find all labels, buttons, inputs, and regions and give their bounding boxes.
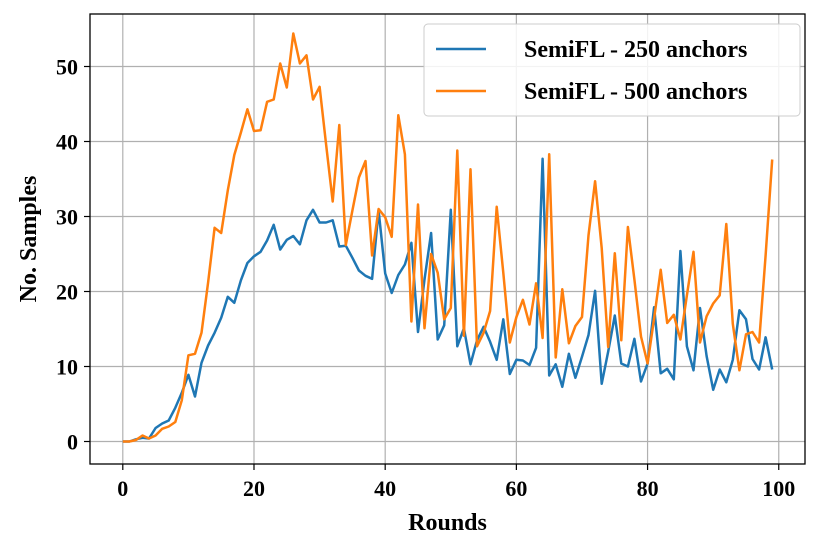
legend: SemiFL - 250 anchors SemiFL - 500 anchor… bbox=[423, 23, 801, 117]
ticks: 0 20 40 60 80 100 0 10 20 30 40 50 bbox=[56, 55, 795, 502]
legend-label-series-1: SemiFL - 250 anchors bbox=[524, 37, 747, 63]
y-tick-label: 30 bbox=[56, 205, 78, 230]
y-tick-label: 0 bbox=[67, 430, 78, 455]
y-tick-label: 40 bbox=[56, 130, 78, 155]
x-tick-label: 60 bbox=[505, 476, 527, 501]
x-tick-label: 100 bbox=[762, 476, 795, 501]
plot-frame bbox=[89, 13, 806, 465]
x-tick-label: 0 bbox=[117, 476, 128, 501]
series-line-1 bbox=[122, 157, 774, 443]
y-tick-label: 50 bbox=[56, 55, 78, 80]
x-tick-label: 20 bbox=[243, 476, 265, 501]
legend-label-series-2: SemiFL - 500 anchors bbox=[524, 79, 747, 105]
x-axis-title: Rounds bbox=[408, 510, 487, 536]
y-axis-title: No. Samples bbox=[16, 176, 42, 303]
y-tick-label: 10 bbox=[56, 355, 78, 380]
x-tick-label: 40 bbox=[374, 476, 396, 501]
series-lines bbox=[122, 32, 774, 443]
y-tick-label: 20 bbox=[56, 280, 78, 305]
x-tick-label: 80 bbox=[637, 476, 659, 501]
legend-box bbox=[423, 23, 801, 117]
series-line-2 bbox=[122, 32, 774, 443]
